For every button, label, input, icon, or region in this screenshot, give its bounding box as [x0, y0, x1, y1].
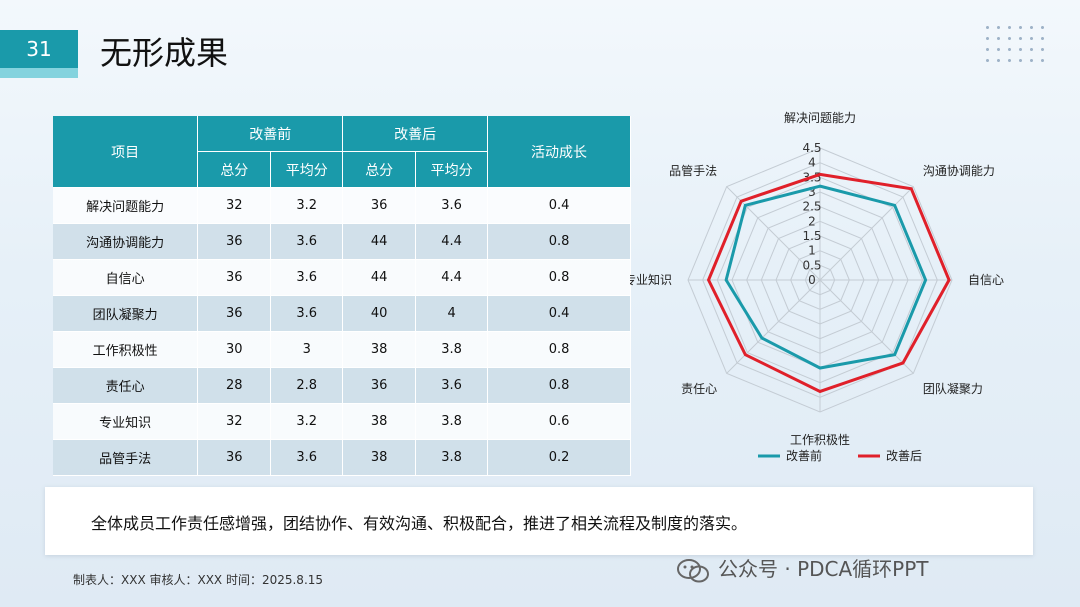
cell-after-total: 44	[342, 223, 417, 260]
cell-growth: 0.8	[487, 331, 631, 368]
cell-item: 自信心	[53, 259, 199, 296]
table-row: 沟通协调能力 36 3.6 44 4.4 0.8	[53, 223, 631, 260]
cell-growth: 0.8	[487, 259, 631, 296]
cell-growth: 0.8	[487, 367, 631, 404]
cell-before-average: 3.2	[270, 403, 344, 440]
header-item: 项目	[53, 116, 199, 188]
cell-after-average: 4.4	[415, 223, 489, 260]
cell-before-total: 32	[197, 403, 272, 440]
cell-before-average: 3.6	[270, 295, 344, 332]
radar-tick-label: 0	[808, 273, 816, 287]
header-growth: 活动成长	[487, 116, 631, 188]
cell-after-average: 3.6	[415, 187, 489, 224]
table-row: 工作积极性 30 3 38 3.8 0.8	[53, 331, 631, 368]
radar-series-line	[724, 184, 928, 370]
table-row: 解决问题能力 32 3.2 36 3.6 0.4	[53, 187, 631, 224]
radar-category-label: 品管手法	[669, 163, 717, 178]
cell-after-total: 38	[342, 403, 417, 440]
radar-tick-label: 4.5	[802, 141, 821, 155]
cell-item: 品管手法	[53, 439, 199, 476]
cell-after-total: 36	[342, 367, 417, 404]
page-title: 无形成果	[100, 34, 229, 72]
summary-text: 全体成员工作责任感增强，团结协作、有效沟通、积极配合，推进了相关流程及制度的落实…	[91, 514, 748, 533]
cell-item: 责任心	[53, 367, 199, 404]
cell-before-total: 28	[197, 367, 272, 404]
table-row: 品管手法 36 3.6 38 3.8 0.2	[53, 439, 631, 476]
radar-category-label: 责任心	[681, 382, 717, 396]
cell-after-average: 3.8	[415, 331, 489, 368]
cell-before-average: 3.6	[270, 439, 344, 476]
cell-after-total: 38	[342, 439, 417, 476]
radar-tick-label: 0.5	[802, 258, 821, 272]
radar-category-label: 工作积极性	[790, 433, 850, 447]
cell-after-total: 40	[342, 295, 417, 332]
cell-before-average: 2.8	[270, 367, 344, 404]
cell-before-total: 32	[197, 187, 272, 224]
watermark-text: 公众号 · PDCA循环PPT	[718, 557, 929, 581]
cell-before-average: 3.2	[270, 187, 344, 224]
header-before-average: 平均分	[270, 151, 344, 188]
radar-category-label: 解决问题能力	[784, 111, 856, 125]
page-number: 31	[0, 30, 78, 68]
radar-tick-label: 4	[808, 156, 816, 170]
radar-category-label: 自信心	[968, 273, 1004, 287]
cell-after-average: 4.4	[415, 259, 489, 296]
radar-category-label: 团队凝聚力	[923, 381, 983, 396]
cell-after-average: 3.6	[415, 367, 489, 404]
cell-after-average: 4	[415, 295, 489, 332]
radar-category-label: 专业知识	[630, 272, 672, 287]
footer-credits: 制表人：XXX 审核人：XXX 时间：2025.8.15	[73, 573, 324, 587]
cell-before-average: 3	[270, 331, 344, 368]
cell-growth: 0.4	[487, 187, 631, 224]
cell-after-total: 38	[342, 331, 417, 368]
cell-before-total: 30	[197, 331, 272, 368]
radar-tick-label: 3	[808, 185, 816, 199]
results-table: 项目 改善前 改善后 活动成长 总分 平均分 总分 平均分 解决问题能力 32 …	[53, 116, 631, 476]
table-row: 自信心 36 3.6 44 4.4 0.8	[53, 259, 631, 296]
cell-item: 专业知识	[53, 403, 199, 440]
table-row: 专业知识 32 3.2 38 3.8 0.6	[53, 403, 631, 440]
cell-before-total: 36	[197, 295, 272, 332]
cell-item: 团队凝聚力	[53, 295, 199, 332]
legend-label: 改善前	[786, 448, 822, 463]
radar-tick-label: 1	[808, 244, 816, 258]
cell-item: 解决问题能力	[53, 187, 199, 224]
radar-tick-label: 2	[808, 214, 816, 228]
radar-category-label: 沟通协调能力	[923, 163, 995, 178]
cell-after-total: 36	[342, 187, 417, 224]
radar-tick-label: 1.5	[802, 229, 821, 243]
wechat-icon	[677, 558, 709, 582]
header-after: 改善后	[342, 116, 489, 152]
cell-before-average: 3.6	[270, 259, 344, 296]
cell-before-total: 36	[197, 223, 272, 260]
header-before: 改善前	[197, 116, 344, 152]
cell-before-average: 3.6	[270, 223, 344, 260]
cell-item: 工作积极性	[53, 331, 199, 368]
legend-label: 改善后	[886, 448, 922, 463]
cell-growth: 0.8	[487, 223, 631, 260]
header-after-total: 总分	[342, 151, 417, 188]
cell-item: 沟通协调能力	[53, 223, 199, 260]
radar-spoke	[819, 279, 914, 374]
cell-after-total: 44	[342, 259, 417, 296]
cell-after-average: 3.8	[415, 403, 489, 440]
header-before-total: 总分	[197, 151, 272, 188]
cell-growth: 0.4	[487, 295, 631, 332]
cell-growth: 0.2	[487, 439, 631, 476]
table-row: 团队凝聚力 36 3.6 40 4 0.4	[53, 295, 631, 332]
cell-before-total: 36	[197, 259, 272, 296]
cell-growth: 0.6	[487, 403, 631, 440]
summary-box: 全体成员工作责任感增强，团结协作、有效沟通、积极配合，推进了相关流程及制度的落实…	[45, 487, 1033, 555]
radar-chart: 00.511.522.533.544.5解决问题能力沟通协调能力自信心团队凝聚力…	[630, 111, 1004, 463]
header-after-average: 平均分	[415, 151, 489, 188]
cell-after-average: 3.8	[415, 439, 489, 476]
watermark: 公众号 · PDCA循环PPT	[676, 553, 929, 584]
table-row: 责任心 28 2.8 36 3.6 0.8	[53, 367, 631, 404]
radar-series-line	[706, 172, 951, 394]
decorative-dots	[982, 22, 1052, 62]
radar-tick-label: 2.5	[802, 200, 821, 214]
radar-spoke	[726, 279, 821, 374]
cell-before-total: 36	[197, 439, 272, 476]
radar-spoke	[819, 186, 914, 281]
